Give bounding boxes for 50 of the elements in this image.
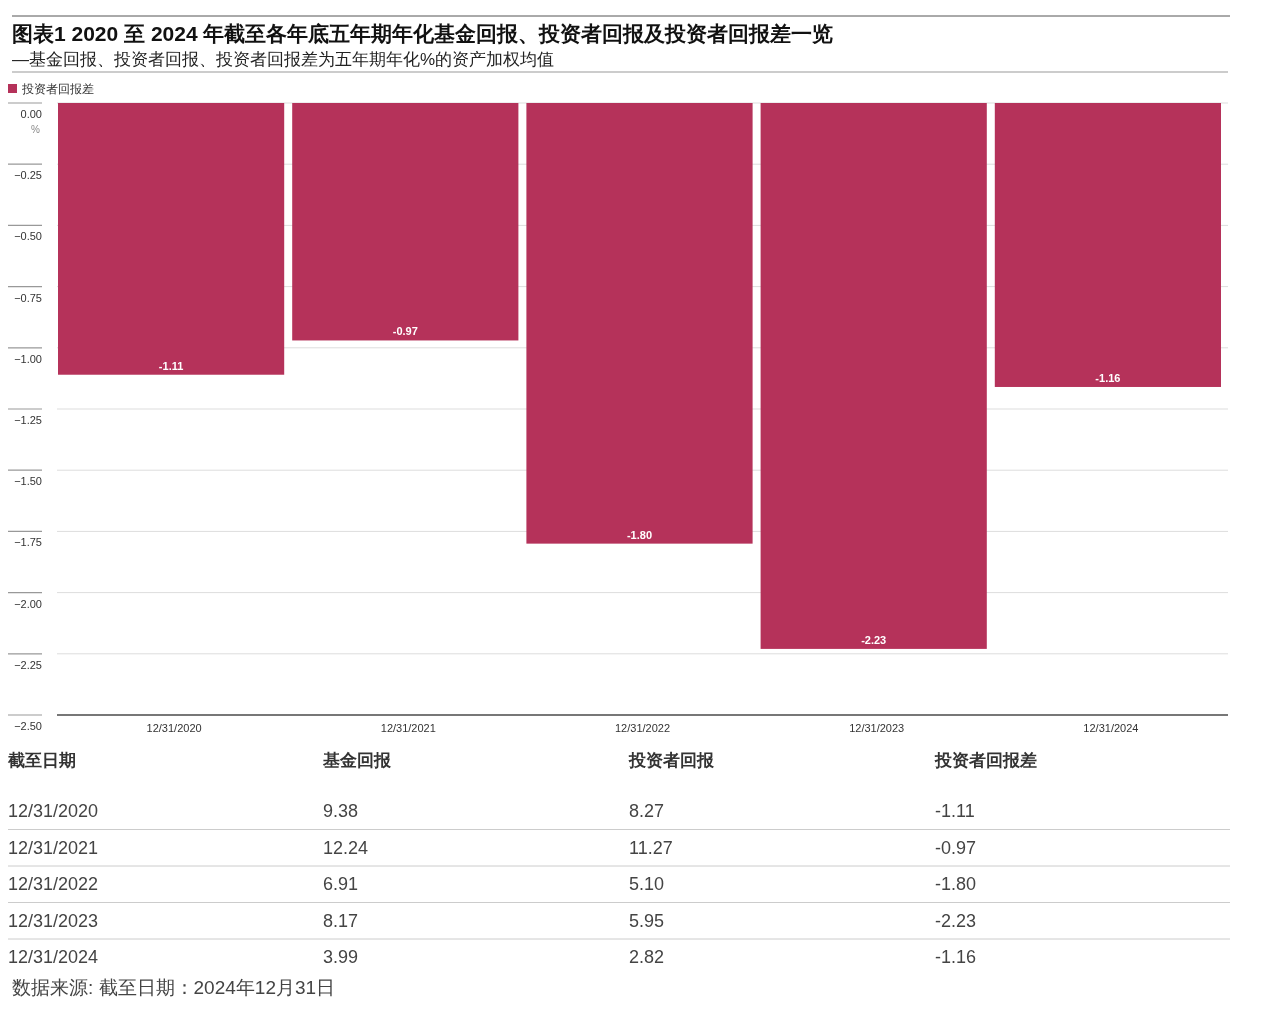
y-tick-label: −0.75	[14, 291, 42, 304]
data-label: -2.23	[861, 633, 887, 646]
data-label: -1.16	[1095, 371, 1121, 384]
y-tick-label: −2.25	[14, 658, 42, 671]
y-tick-label: −1.25	[14, 414, 42, 426]
data-label: 12.24	[323, 837, 369, 858]
category-label: 12/31/2020	[8, 801, 99, 821]
data-label: 11.27	[629, 837, 673, 858]
x-tick-label: 12/31/2022	[614, 722, 671, 734]
data-label: -0.97	[935, 837, 977, 858]
data-label: -1.16	[935, 947, 977, 967]
y-tick-label: −1.00	[14, 352, 42, 365]
y-tick-label: −2.00	[14, 597, 42, 610]
y-tick-label: −1.50	[14, 475, 42, 488]
data-label: -1.11	[935, 801, 975, 821]
category-label: 12/31/2024	[8, 947, 99, 967]
data-label: 3.99	[323, 947, 359, 967]
data-label: -2.23	[935, 910, 977, 931]
data-label: 9.38	[323, 801, 359, 821]
data-label: 5.10	[629, 874, 665, 894]
y-axis-title: %	[31, 124, 41, 135]
text: 投资者回报	[628, 751, 715, 770]
data-label: -1.80	[935, 874, 977, 894]
chart-title: 图表1 2020 至 2024 年截至各年底五年期年化基金回报、投资者回报及投资者回报差一览	[12, 22, 834, 45]
y-tick-label: −2.50	[14, 720, 42, 732]
data-label: -1.80	[626, 528, 653, 541]
x-tick-label: 12/31/2020	[146, 722, 202, 734]
category-label: 12/31/2021	[8, 837, 99, 858]
data-label: -1.11	[158, 359, 184, 372]
data-label: 8.17	[323, 910, 359, 931]
data-label: 5.95	[629, 910, 665, 931]
y-tick-label: 0.00	[20, 108, 42, 120]
data-label: 8.27	[629, 801, 665, 821]
x-tick-label: 12/31/2024	[1083, 722, 1139, 734]
chart-subtitle: —基金回报、投资者回报、投资者回报差为五年期年化%的资产加权均值	[12, 50, 555, 69]
data-label: 2.82	[629, 947, 665, 967]
text: 投资者回报差	[934, 751, 1037, 770]
category-label: 12/31/2022	[8, 874, 99, 894]
y-tick-label: −0.25	[14, 169, 42, 182]
y-tick-label: −0.50	[14, 230, 42, 243]
text: 基金回报	[322, 751, 392, 770]
source-note: 数据来源: 截至日期：2024年12月31日	[12, 977, 336, 998]
data-label: -0.97	[392, 325, 418, 338]
text: 截至日期	[7, 751, 76, 770]
legend-label: 投资者回报差	[21, 82, 94, 96]
data-label: 6.91	[323, 874, 359, 894]
y-tick-label: −1.75	[14, 536, 42, 549]
x-tick-label: 12/31/2023	[849, 722, 905, 734]
category-label: 12/31/2023	[8, 910, 99, 931]
x-tick-label: 12/31/2021	[380, 722, 436, 734]
